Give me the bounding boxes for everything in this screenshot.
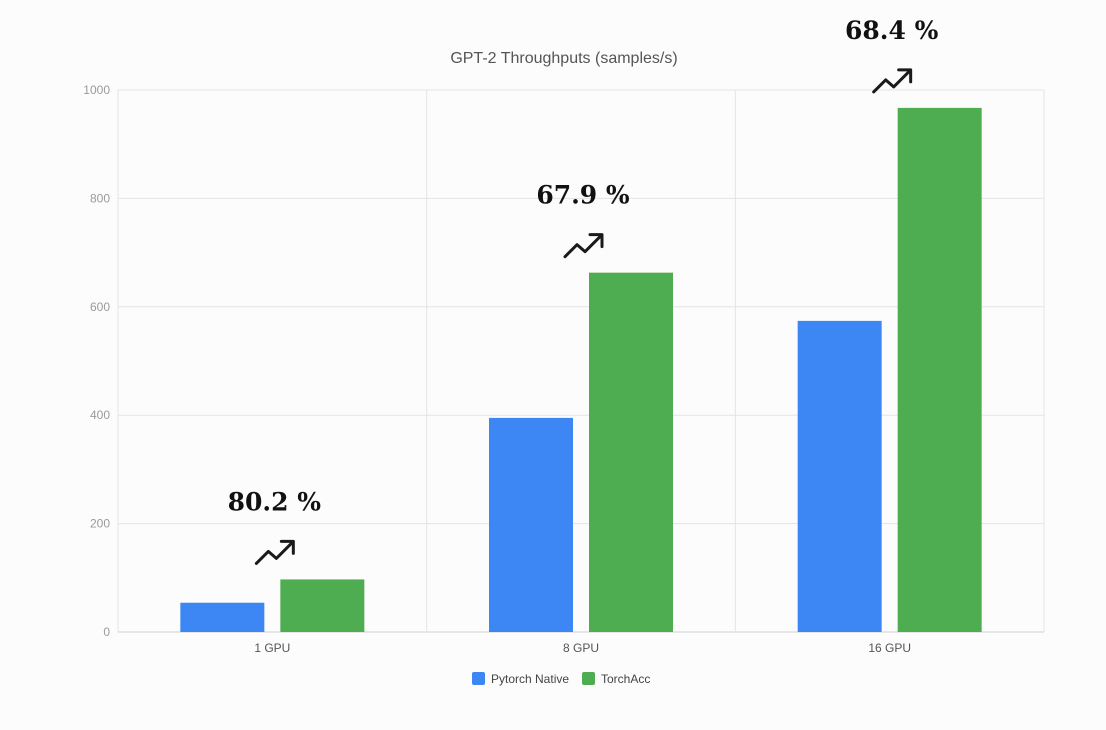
y-tick-label: 800 xyxy=(90,191,110,205)
legend-swatch xyxy=(472,672,485,685)
trend-line xyxy=(563,234,603,259)
x-tick-label: 1 GPU xyxy=(254,641,290,655)
bar-pytorch-native-1 xyxy=(489,417,573,632)
legend-swatch xyxy=(582,672,595,685)
trend-line xyxy=(254,540,294,565)
y-tick-label: 200 xyxy=(90,517,110,531)
chart-title: GPT-2 Throughputs (samples/s) xyxy=(450,50,677,67)
y-tick-label: 1000 xyxy=(83,83,110,97)
trend-arrowhead xyxy=(588,233,604,249)
axis-layer: 0 200 400 600 800 1000 1 GPU 8 GPU 16 GPU xyxy=(83,83,911,655)
annotation-layer: 80.2 % 67.9 % 68.4 % xyxy=(228,16,939,565)
legend-item-torchacc[interactable]: TorchAcc xyxy=(582,672,650,686)
legend-label: Pytorch Native xyxy=(491,672,569,686)
bar-torchacc-2 xyxy=(897,107,982,633)
trend-arrowhead xyxy=(897,68,913,84)
y-tick-label: 600 xyxy=(90,300,110,314)
y-tick-label: 0 xyxy=(103,625,110,639)
bar-layer xyxy=(180,107,982,633)
improvement-label: 68.4 % xyxy=(845,16,939,45)
legend-label: TorchAcc xyxy=(601,672,650,686)
trending-up-icon xyxy=(254,539,295,565)
bar-pytorch-native-2 xyxy=(797,320,882,632)
x-tick-label: 16 GPU xyxy=(868,641,911,655)
x-tick-label: 8 GPU xyxy=(563,641,599,655)
trend-line xyxy=(872,69,912,94)
grid-layer xyxy=(117,89,1045,633)
legend: Pytorch Native TorchAcc xyxy=(472,672,650,686)
improvement-label: 67.9 % xyxy=(536,181,630,210)
bar-torchacc-1 xyxy=(589,272,673,632)
bar-pytorch-native-0 xyxy=(180,602,265,632)
y-tick-label: 400 xyxy=(90,408,110,422)
trending-up-icon xyxy=(563,233,604,259)
bar-torchacc-0 xyxy=(280,579,365,632)
improvement-label: 80.2 % xyxy=(228,487,322,516)
trending-up-icon xyxy=(872,68,913,94)
legend-item-pytorch-native[interactable]: Pytorch Native xyxy=(472,672,569,686)
trend-arrowhead xyxy=(279,539,295,555)
